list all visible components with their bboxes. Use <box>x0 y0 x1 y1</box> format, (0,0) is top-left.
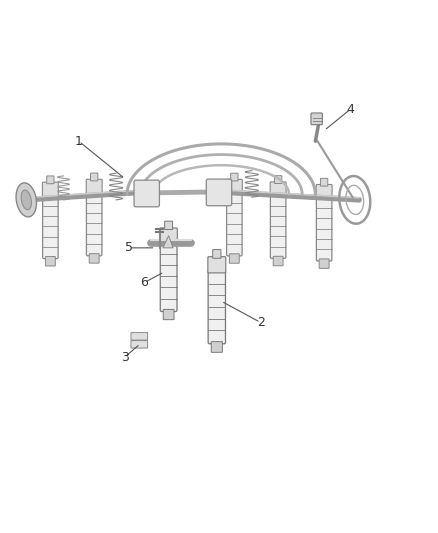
FancyBboxPatch shape <box>270 182 286 196</box>
Text: 6: 6 <box>141 276 148 289</box>
Text: 3: 3 <box>121 351 129 364</box>
Ellipse shape <box>16 183 36 217</box>
FancyBboxPatch shape <box>91 173 98 181</box>
FancyBboxPatch shape <box>208 257 226 273</box>
FancyBboxPatch shape <box>42 182 58 197</box>
FancyBboxPatch shape <box>160 228 177 244</box>
Text: 1: 1 <box>75 135 83 148</box>
FancyBboxPatch shape <box>316 184 332 199</box>
FancyBboxPatch shape <box>47 176 54 184</box>
FancyBboxPatch shape <box>46 256 55 266</box>
Polygon shape <box>163 236 173 248</box>
FancyBboxPatch shape <box>231 173 238 181</box>
FancyBboxPatch shape <box>165 221 173 230</box>
FancyBboxPatch shape <box>273 256 283 266</box>
FancyBboxPatch shape <box>163 309 174 320</box>
FancyBboxPatch shape <box>319 259 329 269</box>
Text: 5: 5 <box>125 241 133 254</box>
FancyBboxPatch shape <box>131 333 148 340</box>
FancyBboxPatch shape <box>208 270 226 344</box>
FancyBboxPatch shape <box>160 241 177 311</box>
FancyBboxPatch shape <box>275 176 282 183</box>
FancyBboxPatch shape <box>213 249 221 259</box>
FancyBboxPatch shape <box>86 179 102 193</box>
Text: 2: 2 <box>257 316 265 329</box>
FancyBboxPatch shape <box>86 191 102 256</box>
FancyBboxPatch shape <box>321 179 328 186</box>
FancyBboxPatch shape <box>226 180 242 194</box>
FancyBboxPatch shape <box>89 254 99 263</box>
FancyBboxPatch shape <box>206 179 232 206</box>
FancyBboxPatch shape <box>42 194 58 259</box>
FancyBboxPatch shape <box>270 193 286 259</box>
FancyBboxPatch shape <box>316 196 332 261</box>
FancyBboxPatch shape <box>134 180 159 207</box>
FancyBboxPatch shape <box>131 341 148 348</box>
FancyBboxPatch shape <box>211 342 223 352</box>
Ellipse shape <box>21 190 32 210</box>
FancyBboxPatch shape <box>230 254 239 263</box>
Text: 4: 4 <box>346 103 354 116</box>
FancyBboxPatch shape <box>226 191 242 256</box>
FancyBboxPatch shape <box>311 113 322 125</box>
